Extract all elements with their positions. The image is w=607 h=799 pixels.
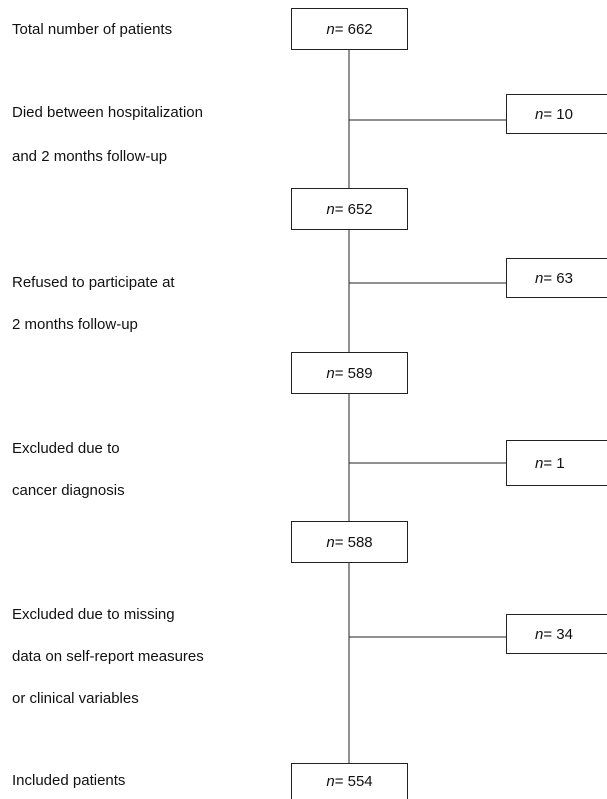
exclusion-label: cancer diagnosis bbox=[12, 482, 125, 499]
count-box: n = 652 bbox=[291, 188, 408, 230]
exclusion-box: n = 63 bbox=[506, 258, 607, 298]
count-box: n = 588 bbox=[291, 521, 408, 563]
exclusion-label: Excluded due to bbox=[12, 440, 120, 457]
exclusion-label: Refused to participate at bbox=[12, 274, 175, 291]
exclusion-label: Died between hospitalization bbox=[12, 104, 203, 121]
count-box: n = 554 bbox=[291, 763, 408, 799]
exclusion-label: and 2 months follow-up bbox=[12, 148, 168, 165]
count-box: n = 662 bbox=[291, 8, 408, 50]
step-label: Total number of patients bbox=[12, 21, 173, 38]
exclusion-label: or clinical variables bbox=[12, 690, 139, 707]
exclusion-label: data on self-report measures bbox=[12, 648, 204, 665]
exclusion-label: Excluded due to missing bbox=[12, 606, 175, 623]
exclusion-label: 2 months follow-up bbox=[12, 316, 138, 333]
exclusion-box: n = 1 bbox=[506, 440, 607, 486]
step-label: Included patients bbox=[12, 772, 126, 789]
count-box: n = 589 bbox=[291, 352, 408, 394]
exclusion-box: n = 10 bbox=[506, 94, 607, 134]
exclusion-box: n = 34 bbox=[506, 614, 607, 654]
